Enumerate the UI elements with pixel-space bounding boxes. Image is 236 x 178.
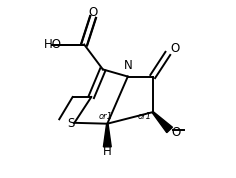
Text: O: O: [171, 126, 181, 139]
Text: H: H: [103, 145, 112, 158]
Text: N: N: [123, 59, 132, 72]
Text: O: O: [88, 6, 98, 19]
Text: or1: or1: [138, 112, 152, 121]
Polygon shape: [152, 112, 173, 133]
Polygon shape: [103, 124, 111, 147]
Text: O: O: [170, 42, 179, 55]
Text: HO: HO: [44, 38, 62, 51]
Text: or1: or1: [99, 112, 113, 121]
Text: S: S: [67, 117, 75, 130]
